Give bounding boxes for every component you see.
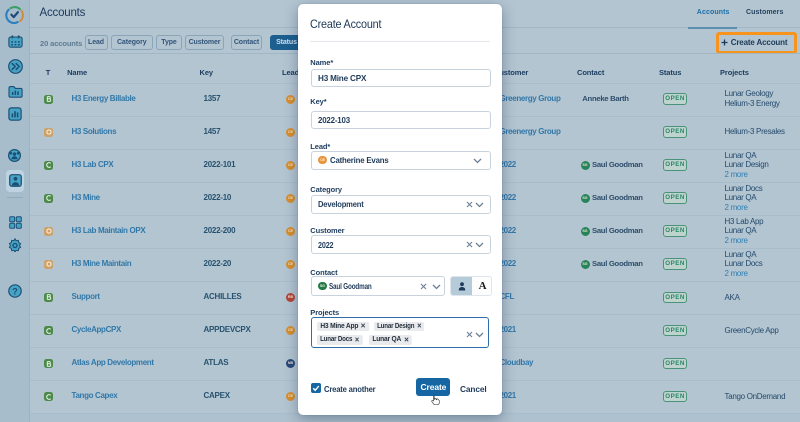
svg-text:?: ? [12, 286, 18, 296]
